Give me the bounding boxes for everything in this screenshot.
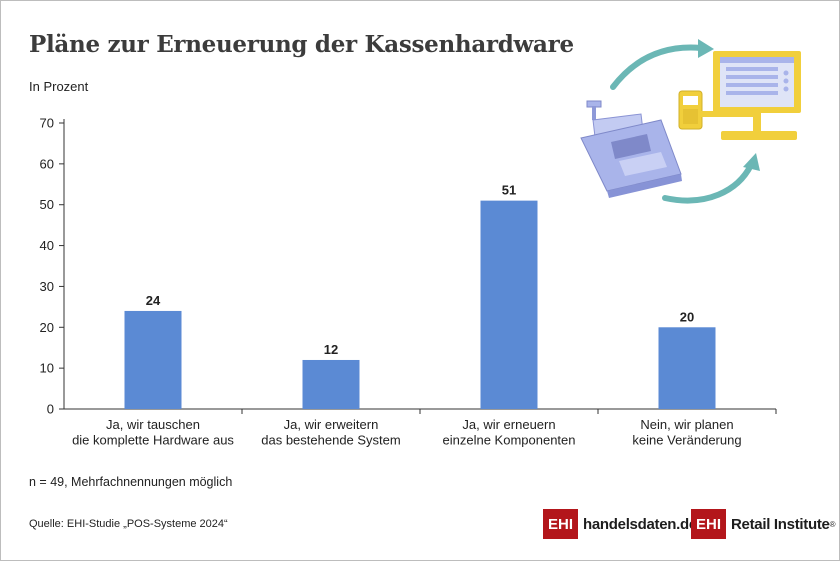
bar-chart: 0 10 20 30 40 50 60 70 24 12 51 20 Ja, wir tausche… <box>40 39 801 448</box>
y-tick-label: 10 <box>40 361 54 376</box>
bar <box>124 310 182 409</box>
category-label-line: Ja, wir erneuern <box>462 417 555 432</box>
data-labels: 24 12 51 20 <box>146 183 694 357</box>
y-axis: 0 10 20 30 40 50 60 70 <box>40 116 65 417</box>
ehi-logo-mark: EHI <box>691 509 727 539</box>
ehi-logo-mark: EHI <box>543 509 579 539</box>
bars <box>124 200 716 409</box>
cycle-arrow-icon <box>662 162 754 204</box>
pos-monitor-icon <box>701 51 801 140</box>
category-label: Ja, wir erweitern das bestehende System <box>261 417 400 448</box>
category-label-line: Ja, wir erweitern <box>284 417 379 432</box>
y-tick-label: 70 <box>40 116 54 131</box>
registered-mark: ® <box>829 519 836 529</box>
cycle-arrow-icon <box>610 44 704 90</box>
cycle-arrow-head-bottom <box>743 153 760 171</box>
y-tick-label: 30 <box>40 279 54 294</box>
category-label: Ja, wir erneuern einzelne Komponenten <box>443 417 576 448</box>
data-label: 24 <box>146 293 161 308</box>
category-labels: Ja, wir tauschen die komplette Hardware a… <box>72 417 742 448</box>
x-axis <box>64 408 777 414</box>
y-tick-label: 20 <box>40 320 54 335</box>
category-label-line: Nein, wir planen <box>640 417 733 432</box>
chart-title: Pläne zur Erneuerung der Kassenhardware <box>29 31 574 58</box>
category-label: Nein, wir planen keine Veränderung <box>632 417 741 448</box>
y-tick-label: 40 <box>40 238 54 253</box>
cash-register-icon <box>580 100 682 198</box>
logo-ehi-retail-institute[interactable]: EHI Retail Institute ® <box>691 508 835 540</box>
category-label-line: einzelne Komponenten <box>443 433 576 448</box>
y-tick-label: 50 <box>40 197 54 212</box>
category-label: Ja, wir tauschen die komplette Hardware a… <box>72 417 234 448</box>
handelsdaten-logo-text: handelsdaten.de <box>583 515 697 533</box>
data-label: 12 <box>324 342 338 357</box>
sample-note: n = 49, Mehrfachnennungen möglich <box>29 475 233 489</box>
category-label-line: das bestehende System <box>261 433 400 448</box>
y-tick-label: 0 <box>47 402 54 417</box>
data-label: 20 <box>680 309 694 324</box>
source-note: Quelle: EHI-Studie „POS-Systeme 2024“ <box>29 518 228 530</box>
bar <box>480 200 538 409</box>
cycle-arrow-head-top <box>698 39 714 58</box>
card-terminal-icon <box>678 90 703 130</box>
bar <box>302 359 360 409</box>
bar <box>658 327 716 409</box>
category-label-line: die komplette Hardware aus <box>72 433 234 448</box>
pos-illustration <box>580 39 801 204</box>
y-axis-unit-label: In Prozent <box>29 79 89 94</box>
category-label-line: keine Veränderung <box>632 433 741 448</box>
retail-institute-logo-text: Retail Institute <box>731 515 830 533</box>
data-label: 51 <box>502 183 516 198</box>
category-label-line: Ja, wir tauschen <box>106 417 200 432</box>
y-tick-label: 60 <box>40 156 54 171</box>
logo-handelsdaten[interactable]: EHI handelsdaten.de <box>543 508 697 540</box>
